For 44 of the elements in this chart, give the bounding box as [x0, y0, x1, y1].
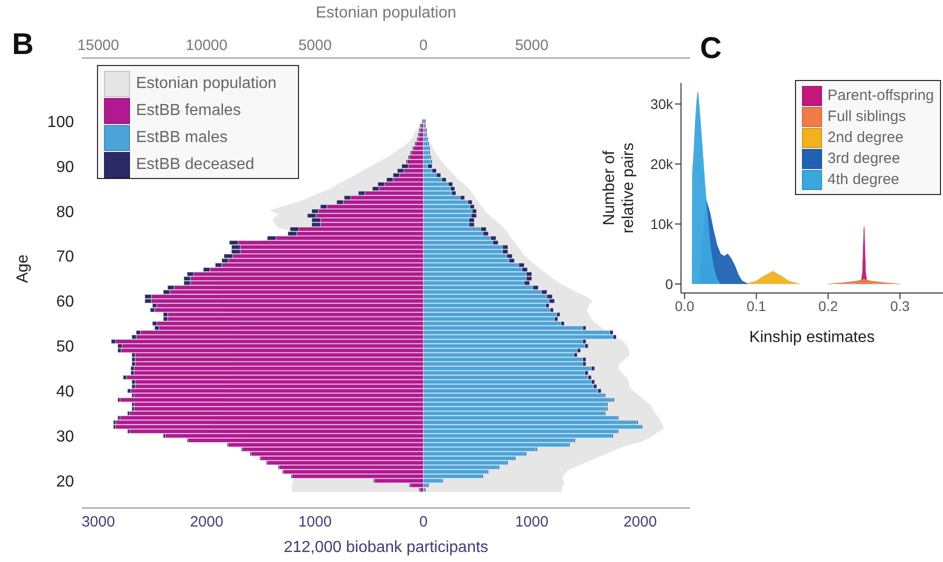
y-tick-label: 50: [56, 338, 74, 356]
x-axis-title: 212,000 biobank participants: [284, 539, 488, 556]
y-tick-label: 30k: [650, 96, 674, 112]
legend-label: 3rd degree: [828, 150, 900, 167]
text: C: [700, 32, 722, 66]
y-tick-label: 20k: [650, 156, 674, 172]
y-axis-title: Number of relative pairs: [601, 142, 637, 234]
y-tick-label: 80: [56, 204, 74, 221]
legend-label: EstBB males: [136, 128, 228, 146]
x-tick-label: 3000: [82, 514, 115, 531]
x-tick-label: 1000: [298, 514, 332, 531]
y-axis-title: Age: [14, 254, 32, 283]
x-tick-label: 5000: [298, 37, 332, 54]
legend-label: Estonian population: [136, 74, 277, 92]
x-tick-label: 2000: [623, 514, 657, 531]
legend-label: EstBB deceased: [136, 156, 254, 174]
x-tick-label: 0.0: [674, 298, 695, 314]
y-tick-label: 10k: [650, 216, 674, 232]
legend-label: Parent-offspring: [828, 87, 934, 104]
x-tick-label: 2000: [190, 514, 224, 531]
legend-label: 2nd degree: [828, 129, 904, 146]
y-tick-label: 0: [665, 276, 674, 292]
y-tick-label: 40: [56, 384, 74, 401]
x-tick-label: 10000: [186, 37, 228, 54]
legend-label: EstBB females: [136, 102, 241, 120]
y-tick-label: 30: [56, 428, 74, 446]
x-tick-label: 0: [419, 37, 428, 54]
x-tick-label: 15000: [77, 37, 120, 54]
x-tick-label: 0.3: [890, 298, 910, 314]
x-tick-label: 0.2: [818, 298, 838, 314]
y-tick-label: 90: [56, 158, 74, 176]
x-axis-title: Estonian population: [316, 4, 456, 22]
y-tick-label: 60: [56, 294, 74, 311]
y-tick-label: 70: [56, 248, 74, 266]
y-tick-label: 100: [47, 114, 74, 131]
legend-label: 4th degree: [828, 171, 900, 188]
text: B: [12, 28, 34, 62]
x-axis-title: Kinship estimates: [749, 329, 875, 346]
x-tick-label: 5000: [515, 37, 548, 54]
legend-label: Full siblings: [828, 108, 906, 125]
x-tick-label: 0.1: [746, 298, 766, 314]
x-tick-label: 1000: [515, 514, 548, 531]
y-tick-label: 20: [56, 473, 74, 490]
x-tick-label: 0: [419, 514, 428, 531]
